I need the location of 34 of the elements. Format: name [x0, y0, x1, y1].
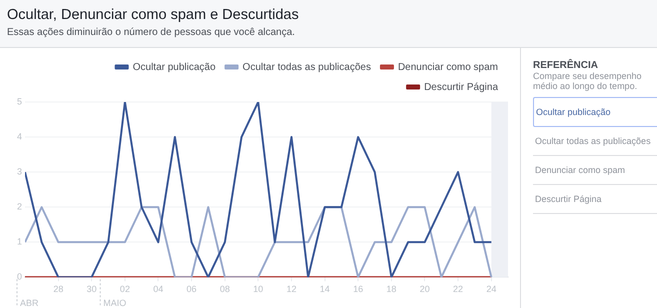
text: Descurtir Página: [533, 185, 657, 214]
y-tick-label: 3: [16, 166, 22, 177]
x-tick-label: 24: [486, 284, 496, 294]
x-tick-label: 08: [220, 284, 230, 294]
text: MAIO: [103, 298, 126, 308]
x-tick-label: 20: [420, 284, 430, 294]
x-tick-label: 06: [186, 284, 197, 294]
x-tick-label: 04: [153, 284, 164, 294]
text: Ocultar todas as publicações: [533, 127, 657, 156]
x-tick-label: 22: [453, 284, 464, 294]
text: ABR: [20, 298, 40, 308]
legend-label: Ocultar publicação: [132, 62, 216, 73]
y-tick-label: 0: [16, 272, 22, 282]
text: Denunciar como spam: [533, 156, 657, 185]
legend-label: Denunciar como spam: [398, 62, 498, 73]
text: Compare seu desempenho médio ao longo do tempo.: [533, 71, 643, 91]
y-tick-label: 1: [16, 236, 22, 247]
y-tick-label: 2: [16, 202, 22, 212]
text: REFERÊNCIA: [533, 60, 600, 71]
x-tick-label: 14: [320, 284, 330, 294]
x-tick-label: 30: [86, 284, 97, 294]
x-tick-label: 02: [120, 284, 130, 294]
legend-label: Descurtir Página: [424, 82, 498, 93]
legend-label: Ocultar todas as publicações: [242, 62, 371, 73]
y-tick-label: 5: [16, 96, 22, 106]
x-tick-label: 10: [253, 284, 264, 294]
y-tick-label: 4: [16, 132, 22, 142]
chart-title: Ocultar, Denunciar como spam e Descurtidas: [7, 7, 299, 23]
x-tick-label: 16: [353, 284, 364, 294]
text: Ocultar publicação: [533, 97, 657, 127]
x-tick-label: 28: [53, 284, 64, 294]
x-tick-label: 18: [386, 284, 396, 294]
chart-subtitle: Essas ações diminuirão o número de pessoas que você alcança.: [7, 27, 295, 38]
x-tick-label: 12: [286, 284, 296, 294]
